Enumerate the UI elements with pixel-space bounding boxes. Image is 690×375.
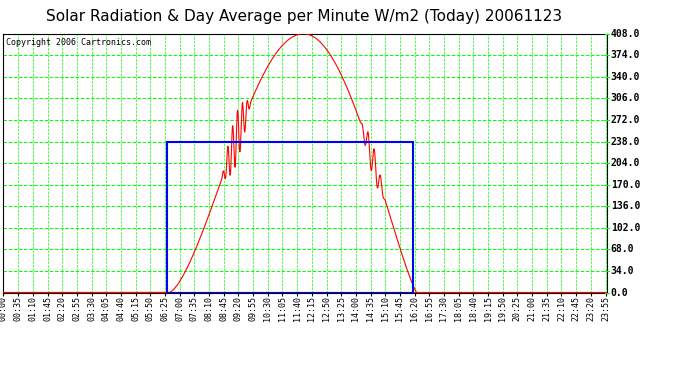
Text: 238.0: 238.0 bbox=[611, 136, 640, 147]
Text: Copyright 2006 Cartronics.com: Copyright 2006 Cartronics.com bbox=[6, 38, 152, 46]
Text: 170.0: 170.0 bbox=[611, 180, 640, 190]
Text: 102.0: 102.0 bbox=[611, 223, 640, 233]
Text: 408.0: 408.0 bbox=[611, 29, 640, 39]
Text: 68.0: 68.0 bbox=[611, 244, 634, 254]
Text: 204.0: 204.0 bbox=[611, 158, 640, 168]
Text: 374.0: 374.0 bbox=[611, 50, 640, 60]
Text: 306.0: 306.0 bbox=[611, 93, 640, 104]
Text: 0.0: 0.0 bbox=[611, 288, 629, 297]
Bar bbox=[167, 142, 413, 292]
Text: 340.0: 340.0 bbox=[611, 72, 640, 82]
Text: 136.0: 136.0 bbox=[611, 201, 640, 211]
Text: 34.0: 34.0 bbox=[611, 266, 634, 276]
Text: 272.0: 272.0 bbox=[611, 115, 640, 125]
Text: Solar Radiation & Day Average per Minute W/m2 (Today) 20061123: Solar Radiation & Day Average per Minute… bbox=[46, 9, 562, 24]
